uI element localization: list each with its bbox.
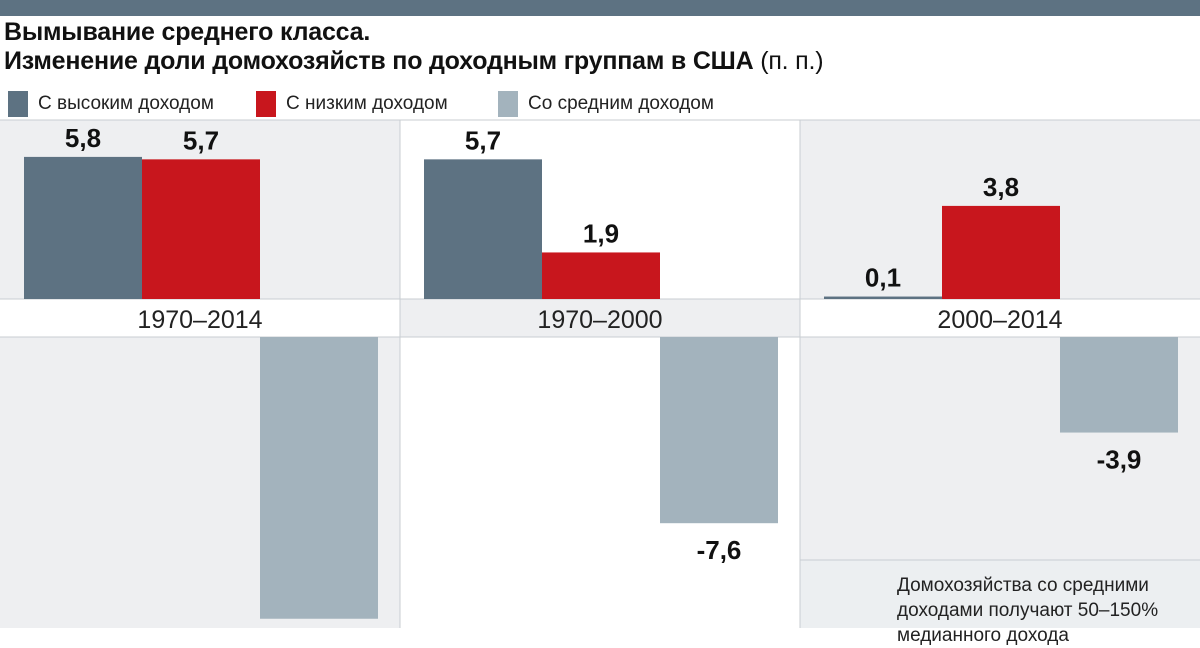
legend-item-low: С низким доходом <box>256 90 448 118</box>
bar-value-label: 3,8 <box>983 172 1019 202</box>
chart-title: Вымывание среднего класса. <box>4 18 371 46</box>
bar-middle <box>1060 337 1178 433</box>
bar-high <box>824 296 942 299</box>
period-label: 2000–2014 <box>937 306 1062 334</box>
period-strip <box>800 299 1200 337</box>
bar-middle <box>660 337 778 524</box>
legend-label-middle: Со средним доходом <box>528 93 714 114</box>
bar-low <box>542 252 660 299</box>
bar-value-label: 0,1 <box>865 263 901 293</box>
bar-high <box>24 156 142 299</box>
legend: С высоким доходом С низким доходом Со ср… <box>0 88 1200 120</box>
period-label: 1970–2000 <box>537 306 662 334</box>
note-box <box>800 560 1200 628</box>
bar-value-label: 5,8 <box>65 123 101 153</box>
bar-value-label: 1,9 <box>583 218 619 248</box>
bar-low <box>142 159 260 299</box>
unit-label: (п. п.) <box>760 47 824 75</box>
legend-swatch-high <box>8 91 28 117</box>
period-strip <box>0 299 400 337</box>
bar-high <box>424 159 542 299</box>
bar-value-label: -7,6 <box>697 535 742 565</box>
legend-swatch-middle <box>498 91 518 117</box>
chart-subtitle: Изменение доли домохозяйств по доходным … <box>4 47 824 75</box>
bar-value-label: 5,7 <box>183 125 219 155</box>
footnote: Домохозяйства со средними доходами получ… <box>897 575 1159 646</box>
legend-item-high: С высоким доходом <box>8 90 214 118</box>
bar-middle <box>260 337 378 619</box>
legend-label-low: С низким доходом <box>286 93 448 114</box>
bar-value-label: 5,7 <box>465 125 501 155</box>
bar-chart: 5,85,7-11,51970–20145,71,9-7,61970–20000… <box>0 119 1200 628</box>
bar-low <box>942 205 1060 299</box>
legend-item-middle: Со средним доходом <box>498 90 714 118</box>
period-strip <box>400 299 800 337</box>
top-bar <box>0 0 1200 16</box>
legend-label-high: С высоким доходом <box>38 93 214 114</box>
period-label: 1970–2014 <box>137 306 262 334</box>
legend-swatch-low <box>256 91 276 117</box>
bar-value-label: -3,9 <box>1097 445 1142 475</box>
